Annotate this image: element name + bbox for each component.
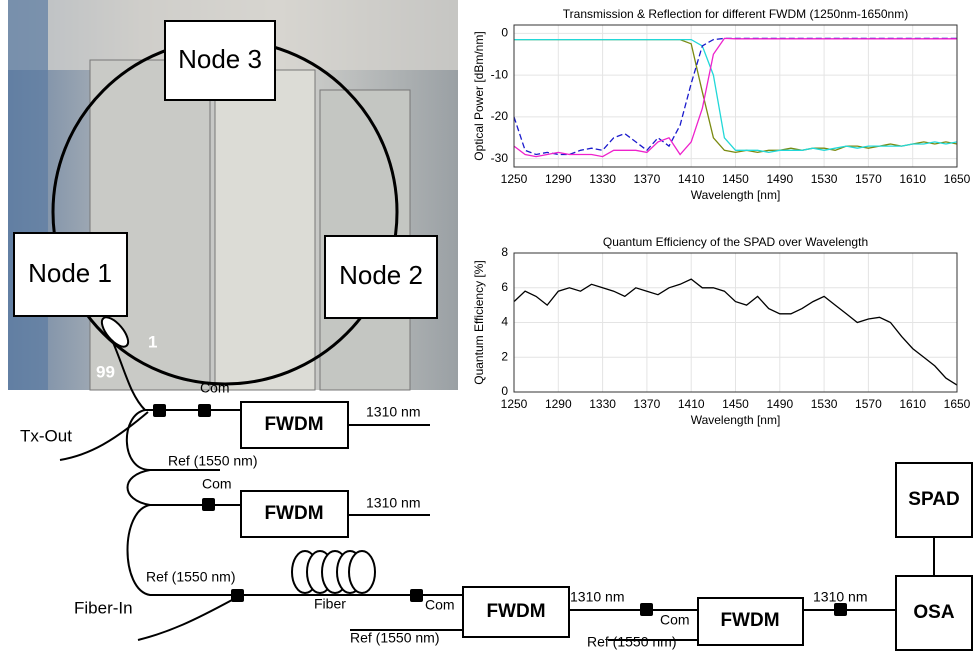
box-label: SPAD [908,489,959,510]
pass-label: 1310 nm [366,404,420,420]
x-tick-label: 1450 [722,172,749,186]
chart-title: Transmission & Reflection for different … [563,7,908,21]
fwdm-box [240,401,349,449]
input-arrows [59,411,233,641]
splitter [100,316,130,348]
x-tick-label: 1530 [811,172,838,186]
x-tick-label: 1570 [855,397,882,411]
fiber-label: Fiber [314,596,346,612]
wires [111,339,935,641]
box-label: FWDM [264,503,323,524]
ref-label: Ref (1550 nm) [587,634,676,650]
pass-label: 1310 nm [570,589,624,605]
x-axis-label: Wavelength [nm] [691,413,781,427]
x-tick-label: 1450 [722,397,749,411]
split-label: 1 [148,332,157,351]
y-axis-label: Optical Power [dBm/nm] [472,31,486,160]
plot-frame [513,252,958,393]
x-tick-label: 1410 [678,172,705,186]
fiber-spool [291,550,376,594]
chart-title: Quantum Efficiency of the SPAD over Wave… [603,235,868,249]
fwdm-box [462,586,570,638]
node-label: Node 2 [339,260,423,290]
x-tick-label: 1330 [589,172,616,186]
x-tick-label: 1410 [678,397,705,411]
photo: Node 3 Node 1 Node 2 1 99 [8,0,458,391]
x-tick-label: 1370 [634,172,661,186]
data-line [513,278,958,386]
diagram: FWDM FWDM FWDM FWDM SPAD OSA Com Com Com… [20,339,973,651]
y-tick-label: 2 [501,349,508,363]
y-tick-label: 4 [501,315,508,329]
fiber-in-label: Fiber-In [74,598,133,617]
plot-frame [513,24,958,168]
charts: 1250 1290 1330 1370 1410 1450 1490 1530 1570 1610… [472,7,970,427]
y-axis-label: Quantum Efficiency [%] [472,260,486,385]
x-tick-label: 1250 [501,397,528,411]
x-tick-label: 1650 [944,397,971,411]
node-label: Node 3 [178,44,262,74]
fwdm-box [697,597,804,646]
x-tick-label: 1650 [944,172,971,186]
ref-label: Ref (1550 nm) [350,630,439,646]
box-label: FWDM [720,610,779,631]
data-line [514,38,958,154]
node-label: Node 1 [28,258,112,288]
connectors [153,404,847,616]
y-tick-label: 8 [501,245,508,259]
y-tick-label: 6 [501,280,508,294]
x-tick-label: 1530 [811,397,838,411]
y-tick-label: 0 [501,384,508,398]
x-tick-label: 1290 [545,397,572,411]
x-tick-label: 1570 [855,172,882,186]
node-box [164,20,276,101]
x-tick-label: 1490 [766,172,793,186]
box-label: FWDM [264,414,323,435]
x-tick-label: 1370 [634,397,661,411]
box-label: OSA [913,602,954,623]
x-tick-label: 1250 [501,172,528,186]
split-label: 99 [96,362,115,381]
node-box [324,235,438,319]
spad-box [895,462,973,538]
com-label: Com [660,612,690,628]
x-tick-label: 1330 [589,397,616,411]
com-label: Com [425,597,455,613]
data-line [513,37,957,158]
pass-label: 1310 nm [813,589,867,605]
box-label: FWDM [486,601,545,622]
y-tick-label: 0 [501,26,508,40]
ref-label: Ref (1550 nm) [168,453,257,469]
rack [214,69,316,391]
y-tick-label: -20 [491,109,509,123]
x-tick-label: 1610 [899,172,926,186]
y-tick-label: -30 [491,151,509,165]
ref-label: Ref (1550 nm) [146,569,235,585]
x-axis-label: Wavelength [nm] [691,188,781,202]
y-tick-label: -10 [491,67,509,81]
osa-box [895,575,973,651]
node-box [13,232,128,317]
com-label: Com [202,476,232,492]
x-tick-label: 1490 [766,397,793,411]
tx-out-label: Tx-Out [20,426,72,445]
x-tick-label: 1290 [545,172,572,186]
pass-label: 1310 nm [366,495,420,511]
x-tick-label: 1610 [899,397,926,411]
fwdm-box [240,490,349,538]
rack-side [8,0,48,390]
com-label: Com [200,380,230,396]
